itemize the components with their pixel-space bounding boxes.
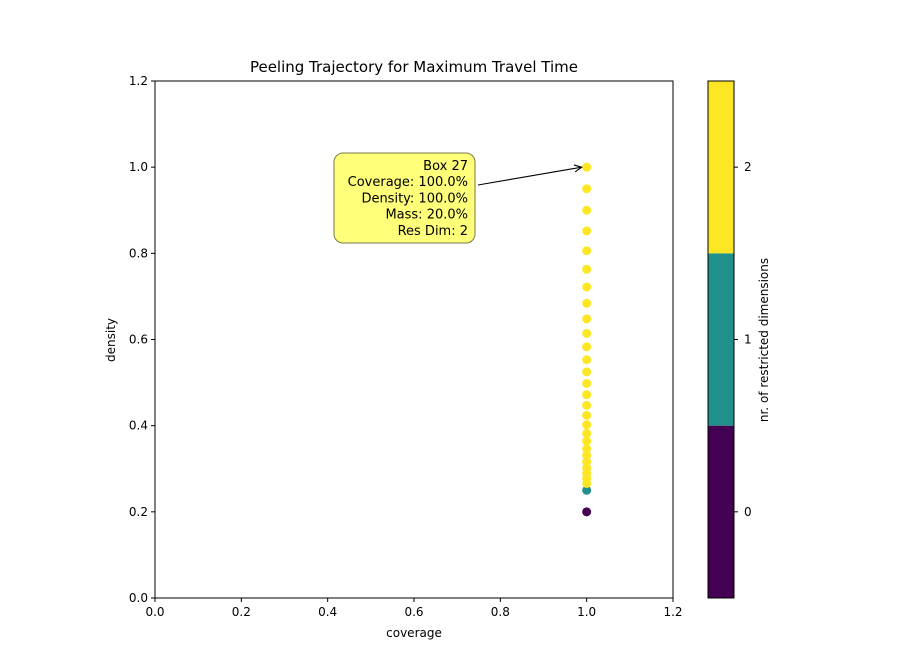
scatter-point xyxy=(582,162,592,172)
y-tick-label: 0.4 xyxy=(129,419,148,433)
x-tick-label: 0.2 xyxy=(232,605,251,619)
scatter-point xyxy=(582,390,592,400)
annotation-arrow xyxy=(477,166,582,186)
x-tick-label: 0.6 xyxy=(404,605,423,619)
scatter-point xyxy=(582,410,592,420)
annotation-line: Density: 100.0% xyxy=(361,191,468,206)
y-axis-label: density xyxy=(104,318,118,362)
scatter-point xyxy=(582,436,592,446)
annotation-box xyxy=(333,152,476,244)
colorbar: 0 1 2 xyxy=(707,80,752,599)
scatter-point xyxy=(582,450,592,460)
scatter-point xyxy=(582,342,592,352)
colorbar-tick-label: 1 xyxy=(744,333,752,347)
colorbar-segment xyxy=(708,253,734,426)
y-tick-label: 0.0 xyxy=(129,591,148,605)
annotation-line: Box 27 xyxy=(423,159,468,174)
annotation-arrowhead xyxy=(573,164,583,173)
plot-area: 0.0 0.2 0.4 0.6 0.8 1.0 1.2 0.0 0.2 0.4 0.6 0.8 1.0 1… xyxy=(129,74,683,619)
scatter-point xyxy=(582,264,592,274)
scatter-point xyxy=(582,184,592,194)
colorbar-tick-label: 2 xyxy=(744,160,752,174)
y-tick-label: 0.2 xyxy=(129,505,148,519)
annotation-line: Coverage: 100.0% xyxy=(348,175,468,190)
scatter-point xyxy=(582,485,592,495)
colorbar-segment xyxy=(708,81,734,254)
scatter-point xyxy=(582,367,592,377)
colorbar-segment xyxy=(708,425,734,598)
scatter-point xyxy=(582,282,592,292)
scatter-point xyxy=(582,314,592,324)
y-tick-label: 1.2 xyxy=(129,74,148,88)
scatter-point xyxy=(582,378,592,388)
scatter-point xyxy=(582,298,592,308)
annotation-line: Res Dim: 2 xyxy=(398,224,468,239)
x-tick-label: 0.8 xyxy=(491,605,510,619)
annotation-line: Mass: 20.0% xyxy=(385,208,468,223)
scatter-point xyxy=(582,246,592,256)
chart-title: Peeling Trajectory for Maximum Travel Ti… xyxy=(250,58,578,76)
y-tick-label: 1.0 xyxy=(129,160,148,174)
scatter-point xyxy=(582,355,592,365)
x-tick-label: 0.4 xyxy=(318,605,337,619)
scatter-point xyxy=(582,328,592,338)
colorbar-tick-label: 0 xyxy=(744,505,752,519)
scatter-point xyxy=(582,507,592,517)
scatter-point xyxy=(582,444,592,454)
x-tick-label: 1.0 xyxy=(577,605,596,619)
scatter-point xyxy=(582,420,592,430)
scatter-point xyxy=(582,400,592,410)
scatter-point xyxy=(582,205,592,215)
scatter-point xyxy=(582,428,592,438)
x-axis-label: coverage xyxy=(386,626,442,640)
y-tick-label: 0.6 xyxy=(129,333,148,347)
scatter-point xyxy=(582,226,592,236)
y-tick-label: 0.8 xyxy=(129,246,148,260)
colorbar-label: nr. of restricted dimensions xyxy=(757,258,771,422)
x-tick-label: 1.2 xyxy=(663,605,682,619)
scatter-point xyxy=(582,457,592,467)
x-tick-label: 0.0 xyxy=(145,605,164,619)
